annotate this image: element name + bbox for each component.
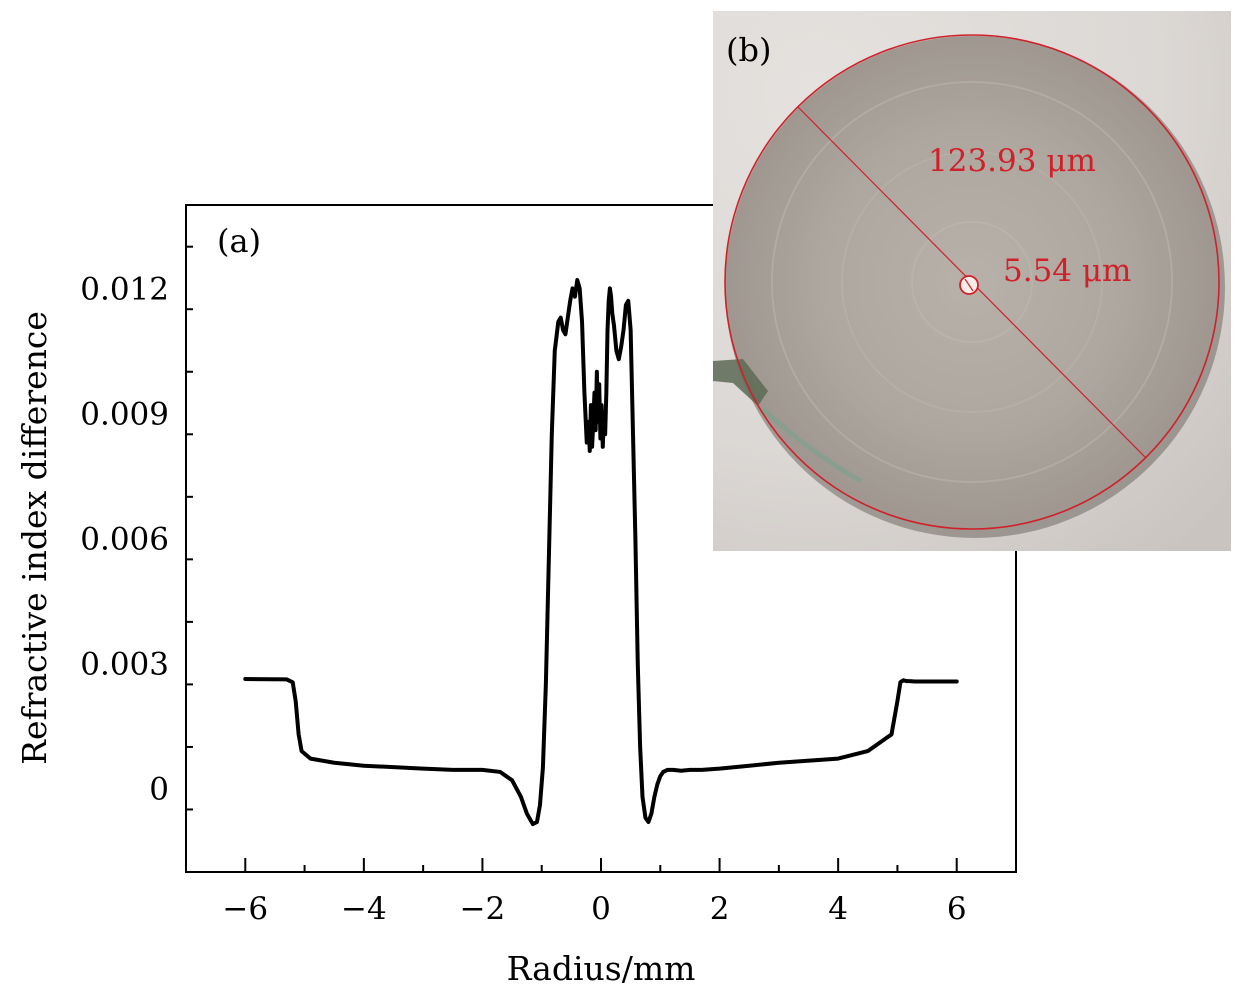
y-tick-labels: 0 0.003 0.006 0.009 0.012 [80,271,169,807]
x-tick-label: 2 [710,891,730,927]
y-tick-label: 0.009 [80,396,169,432]
fiber-ring-3 [911,221,1033,343]
panel-label-b: (b) [726,31,771,69]
fiber-ring-1 [771,81,1173,483]
x-tick-label: 0 [591,891,611,927]
y-tick-label: 0.012 [80,271,169,307]
fiber-edge-glint [761,407,863,484]
cladding-outline [724,34,1220,530]
y-tick-label: 0.003 [80,647,169,683]
y-tick-label: 0 [149,772,169,808]
x-tick-label: 4 [828,891,848,927]
x-tick-label: −6 [222,891,268,927]
y-tick-label: 0.006 [80,522,169,558]
x-tick-label: 6 [947,891,967,927]
series-line [243,278,959,827]
y-axis-label: Refractive index difference [15,311,54,765]
core-marker-line [964,278,974,292]
x-axis-label: Radius/mm [507,949,696,988]
fiber-ring-2 [841,151,1103,413]
axis-ticks [185,245,1017,873]
x-tick-label: −2 [460,891,506,927]
fiber-cross-section-inset: (b) 123.93 μm 5.54 μm [713,11,1231,551]
cladding-diameter-label: 123.93 μm [928,143,1096,179]
x-tick-label: −4 [341,891,387,927]
core-diameter-label: 5.54 μm [1003,253,1131,289]
x-tick-labels: −6 −4 −2 0 2 4 6 [222,891,966,927]
fiber-chip [713,359,768,406]
panel-label-a: (a) [217,222,261,260]
